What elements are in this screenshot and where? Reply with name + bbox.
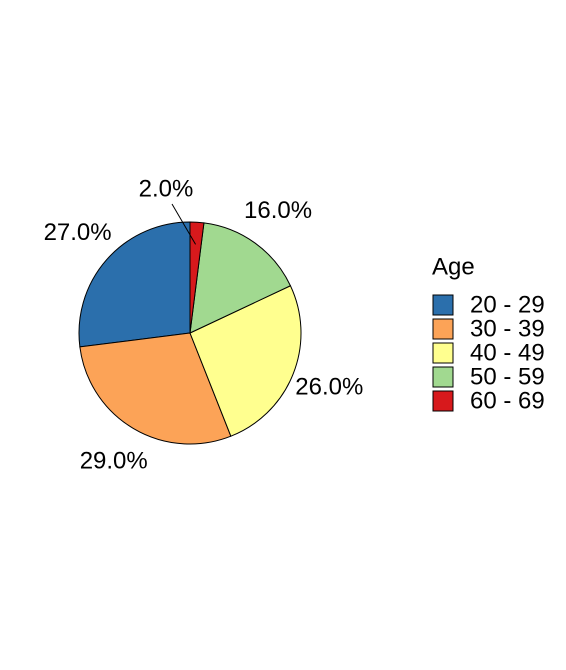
data-label: 29.0% bbox=[80, 447, 148, 474]
legend-label: 60 - 69 bbox=[470, 387, 545, 414]
data-label: 2.0% bbox=[139, 175, 194, 202]
pie-slice bbox=[189, 221, 205, 334]
legend-swatch bbox=[432, 318, 454, 340]
legend-swatch bbox=[432, 294, 454, 316]
leader-line bbox=[171, 203, 197, 245]
legend-label: 30 - 39 bbox=[470, 315, 545, 342]
pie-slice bbox=[189, 222, 292, 334]
legend-swatch bbox=[432, 390, 454, 412]
legend-swatch bbox=[432, 366, 454, 388]
data-label: 27.0% bbox=[44, 219, 112, 246]
legend-swatch bbox=[432, 342, 454, 364]
legend-title: Age bbox=[432, 253, 475, 280]
pie-slice bbox=[189, 285, 302, 437]
data-label: 16.0% bbox=[244, 197, 312, 224]
legend-label: 20 - 29 bbox=[470, 291, 545, 318]
pie-slice bbox=[79, 332, 232, 445]
legend-label: 50 - 59 bbox=[470, 363, 545, 390]
data-label: 26.0% bbox=[295, 374, 363, 401]
legend-label: 40 - 49 bbox=[470, 339, 545, 366]
pie-slice bbox=[78, 221, 191, 348]
